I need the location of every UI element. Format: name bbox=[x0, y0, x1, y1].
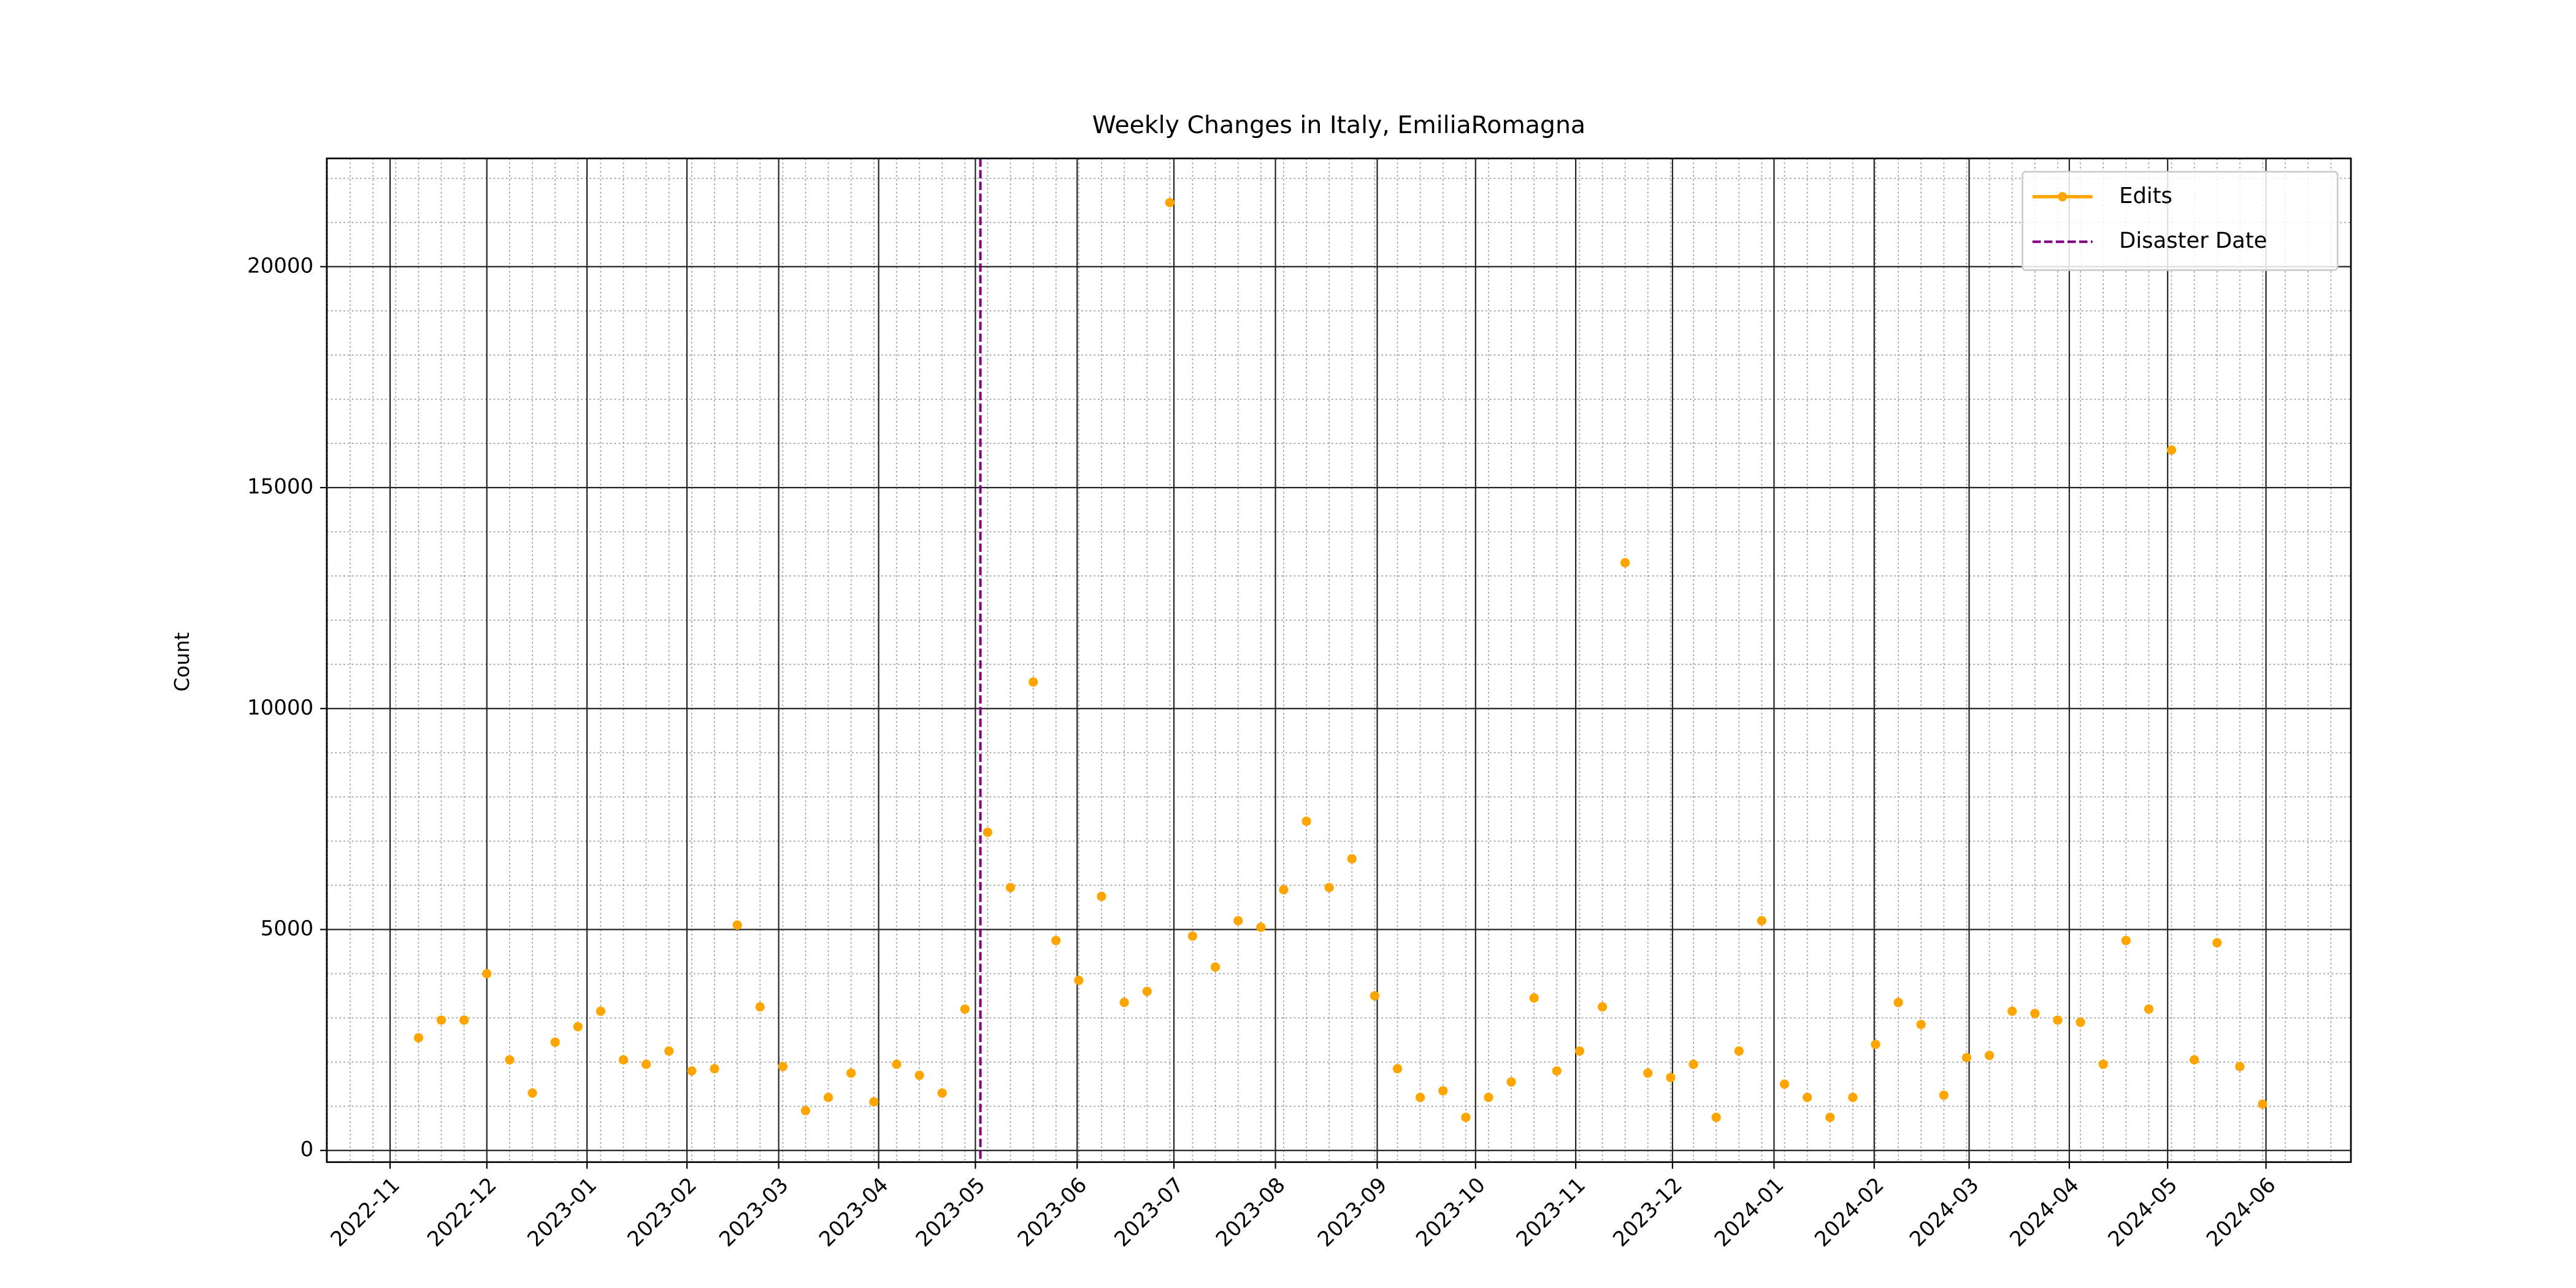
data-point bbox=[1438, 1086, 1448, 1096]
legend-label: Edits bbox=[2119, 183, 2172, 209]
data-point bbox=[1939, 1091, 1949, 1100]
data-point bbox=[1005, 883, 1016, 892]
data-point bbox=[482, 968, 492, 979]
data-point bbox=[687, 1066, 697, 1076]
chart-title: Weekly Changes in Italy, EmiliaRomagna bbox=[1092, 111, 1585, 139]
data-point bbox=[1984, 1051, 1995, 1060]
data-point bbox=[1848, 1092, 1858, 1102]
data-point bbox=[1711, 1113, 1721, 1122]
data-point bbox=[664, 1046, 674, 1056]
data-point bbox=[1825, 1113, 1835, 1122]
data-point bbox=[1210, 962, 1221, 972]
data-point bbox=[1597, 1002, 1608, 1012]
legend-label: Disaster Date bbox=[2119, 228, 2267, 253]
data-point bbox=[2098, 1059, 2108, 1069]
data-point bbox=[755, 1002, 765, 1012]
data-point bbox=[1028, 677, 1038, 687]
data-point bbox=[436, 1015, 447, 1025]
data-point bbox=[823, 1092, 834, 1102]
y-tick-label: 0 bbox=[300, 1137, 313, 1162]
data-point bbox=[1552, 1066, 1562, 1076]
data-point bbox=[1666, 1073, 1676, 1083]
data-point bbox=[1415, 1092, 1425, 1102]
data-point bbox=[1757, 916, 1766, 926]
data-point bbox=[1574, 1046, 1585, 1056]
data-point bbox=[2235, 1062, 2245, 1071]
y-tick-label: 20000 bbox=[247, 253, 313, 278]
axes-frame bbox=[326, 157, 2352, 1163]
data-point bbox=[1620, 558, 1630, 568]
data-point bbox=[710, 1064, 719, 1074]
legend-box bbox=[2022, 171, 2339, 271]
data-point bbox=[413, 1033, 424, 1043]
data-point bbox=[1097, 891, 1106, 902]
data-point bbox=[1734, 1046, 1744, 1056]
data-point bbox=[960, 1004, 970, 1014]
data-point bbox=[1279, 885, 1289, 895]
data-point bbox=[1324, 883, 1334, 892]
data-point bbox=[1301, 816, 1311, 826]
data-point bbox=[1871, 1040, 1880, 1049]
data-point bbox=[1529, 993, 1539, 1003]
data-point bbox=[869, 1097, 879, 1107]
data-point bbox=[2212, 938, 2222, 948]
data-point bbox=[1484, 1092, 1493, 1102]
data-point bbox=[732, 920, 742, 930]
data-point bbox=[914, 1070, 924, 1080]
data-point bbox=[2166, 445, 2177, 455]
data-point bbox=[1233, 916, 1243, 926]
data-point bbox=[550, 1037, 560, 1047]
data-point bbox=[505, 1055, 515, 1065]
data-point bbox=[937, 1088, 947, 1098]
data-point bbox=[2144, 1004, 2154, 1014]
data-point bbox=[1256, 922, 1266, 932]
data-point bbox=[596, 1006, 605, 1016]
data-point bbox=[1779, 1079, 1790, 1089]
data-point bbox=[1803, 1092, 1812, 1102]
data-point bbox=[1119, 997, 1129, 1007]
data-point bbox=[1689, 1059, 1698, 1069]
data-point bbox=[1074, 975, 1084, 985]
data-point bbox=[846, 1068, 856, 1078]
data-point bbox=[983, 827, 992, 837]
data-point bbox=[527, 1088, 537, 1098]
y-axis-label: Count bbox=[171, 632, 194, 692]
data-point bbox=[2121, 935, 2131, 946]
data-point bbox=[2076, 1018, 2085, 1027]
data-point bbox=[1643, 1068, 1653, 1078]
data-point bbox=[1347, 854, 1357, 864]
data-point bbox=[2007, 1006, 2017, 1016]
data-point bbox=[2258, 1099, 2267, 1109]
legend-marker bbox=[2058, 192, 2068, 202]
data-point bbox=[1392, 1064, 1403, 1074]
data-point bbox=[1893, 997, 1903, 1007]
data-point bbox=[892, 1059, 902, 1069]
data-point bbox=[1506, 1077, 1516, 1087]
y-tick-label: 10000 bbox=[247, 696, 313, 720]
data-point bbox=[2030, 1008, 2040, 1018]
data-point bbox=[1165, 197, 1175, 207]
data-point bbox=[778, 1062, 788, 1071]
data-point bbox=[459, 1015, 469, 1025]
data-point bbox=[618, 1055, 629, 1065]
data-point bbox=[573, 1022, 583, 1032]
data-point bbox=[641, 1059, 651, 1069]
data-point bbox=[1461, 1113, 1471, 1122]
data-point bbox=[2190, 1055, 2199, 1065]
data-point bbox=[2053, 1015, 2063, 1025]
data-point bbox=[1142, 986, 1152, 996]
data-point bbox=[800, 1106, 811, 1116]
y-tick-label: 5000 bbox=[261, 916, 313, 941]
data-point bbox=[1961, 1052, 1972, 1063]
data-point bbox=[1370, 991, 1379, 1001]
y-tick-label: 15000 bbox=[247, 475, 313, 499]
data-point bbox=[1187, 931, 1198, 941]
data-point bbox=[1051, 935, 1061, 946]
data-point bbox=[1916, 1019, 1926, 1030]
